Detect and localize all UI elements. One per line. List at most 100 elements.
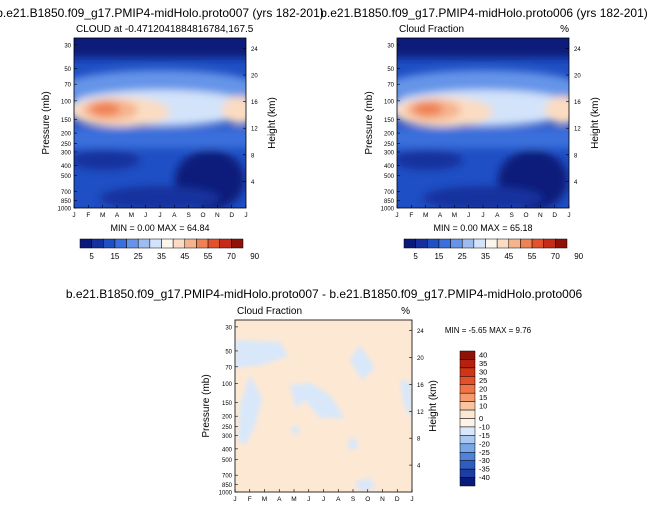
y-right-tick-label: 24 [251, 47, 258, 53]
y-tick-label: 500 [222, 458, 233, 464]
y-right-tick-label: 4 [417, 464, 421, 470]
panel-3-subtitle-right: % [401, 306, 410, 317]
y-tick-label: 850 [384, 199, 395, 205]
x-tick-label: N [538, 212, 543, 219]
panel-3-title: b.e21.B1850.f09_g17.PMIP4-midHolo.proto0… [66, 287, 583, 301]
y-right-tick-label: 24 [574, 47, 581, 53]
x-tick-label: F [248, 496, 252, 503]
colorbar-swatch [459, 367, 476, 377]
colorbar-label: 20 [479, 384, 487, 393]
y-tick-label: 850 [61, 199, 72, 205]
x-tick-label: A [495, 212, 500, 219]
y-tick-label: 850 [222, 483, 233, 489]
x-tick-label: M [291, 496, 296, 503]
colorbar-swatch [473, 238, 486, 249]
x-tick-label: M [262, 496, 267, 503]
colorbar-swatch [459, 460, 476, 470]
x-tick-label: J [233, 496, 236, 503]
colorbar-label: 25 [479, 376, 487, 385]
panel-2-title: b.e21.B1850.f09_g17.PMIP4-midHolo.proto0… [320, 6, 648, 20]
x-tick-label: S [509, 212, 514, 219]
colorbar-swatch [79, 238, 92, 249]
x-tick-label: J [158, 212, 161, 219]
colorbar-swatch [103, 238, 116, 249]
x-tick-label: D [229, 212, 234, 219]
x-tick-label: A [336, 496, 341, 503]
y-tick-label: 1000 [219, 491, 233, 497]
y-right-tick-label: 8 [251, 153, 255, 159]
x-tick-label: J [467, 212, 470, 219]
colorbar-swatch [207, 238, 220, 249]
x-tick-label: A [438, 212, 443, 219]
y-tick-label: 100 [61, 99, 72, 105]
y-tick-label: 500 [61, 174, 72, 180]
x-tick-label: A [277, 496, 282, 503]
x-tick-label: O [365, 496, 370, 503]
y-right-tick-label: 12 [574, 127, 581, 133]
panel-3-axes: J F M A M J J A S O N D J 30 50 70 100 150 200 250 300 400 500… [219, 325, 425, 503]
y-tick-label: 300 [384, 150, 395, 156]
panel-2-subtitle-left: Cloud Fraction [399, 24, 464, 35]
x-tick-label: N [215, 212, 220, 219]
colorbar-swatch [459, 418, 476, 428]
y-right-tick-label: 4 [574, 180, 578, 186]
colorbar-label: 70 [227, 252, 236, 261]
panel-1-subtitle-left: CLOUD at -0.4712041884816784,167.5 [76, 24, 254, 35]
colorbar-swatch [543, 238, 556, 249]
colorbar-swatch [219, 238, 232, 249]
colorbar-label: 15 [479, 393, 487, 402]
colorbar-swatch [438, 238, 451, 249]
colorbar-swatch [459, 376, 476, 385]
y-tick-label: 100 [384, 99, 395, 105]
y-tick-label: 50 [64, 67, 71, 73]
x-tick-label: F [86, 212, 90, 219]
colorbar-label: 5 [89, 252, 94, 261]
colorbar-swatch [459, 409, 476, 419]
colorbar-label: -20 [479, 439, 490, 448]
y-tick-label: 50 [225, 349, 232, 355]
x-tick-label: J [72, 212, 75, 219]
colorbar-label: 25 [134, 252, 143, 261]
panel-2-field [397, 38, 569, 208]
colorbar-label: 55 [528, 252, 537, 261]
colorbar-label: 35 [479, 359, 487, 368]
panel-1: b.e21.B1850.f09_g17.PMIP4-midHolo.proto0… [0, 6, 324, 261]
colorbar-swatch [137, 238, 151, 249]
colorbar-swatch [427, 238, 440, 249]
panel-1-title: b.e21.B1850.f09_g17.PMIP4-midHolo.proto0… [0, 6, 324, 20]
y-tick-label: 200 [222, 415, 233, 421]
colorbar-swatch [459, 392, 476, 402]
x-tick-label: O [200, 212, 205, 219]
y-tick-label: 50 [387, 67, 394, 73]
colorbar-swatch [459, 401, 476, 411]
y-right-tick-label: 8 [574, 153, 578, 159]
x-tick-label: A [172, 212, 177, 219]
y-tick-label: 150 [222, 401, 233, 407]
y-tick-label: 150 [384, 118, 395, 124]
panel-1-field [74, 38, 246, 208]
colorbar-swatch [459, 350, 476, 360]
panel-2-stats: MIN = 0.00 MAX = 65.18 [433, 223, 532, 233]
panel-2-colorbar: 5 15 25 35 45 55 70 90 [403, 238, 584, 261]
y-tick-label: 200 [61, 132, 72, 138]
y-tick-label: 250 [222, 425, 233, 431]
x-tick-label: M [129, 212, 134, 219]
y-tick-label: 1000 [58, 207, 72, 213]
panel-1-ylabel: Pressure (mb) [41, 91, 52, 154]
x-tick-label: S [351, 496, 356, 503]
colorbar-swatch [459, 384, 476, 394]
colorbar-label: -40 [479, 473, 490, 482]
colorbar-swatch [172, 238, 186, 249]
panel-2: b.e21.B1850.f09_g17.PMIP4-midHolo.proto0… [320, 6, 648, 261]
colorbar-label: -25 [479, 448, 490, 457]
colorbar-swatch [459, 468, 476, 478]
y-tick-label: 150 [61, 118, 72, 124]
y-right-tick-label: 8 [417, 437, 421, 443]
x-tick-label: J [567, 212, 570, 219]
x-tick-label: M [452, 212, 457, 219]
y-tick-label: 700 [61, 190, 72, 196]
y-tick-label: 70 [225, 365, 232, 371]
x-tick-label: A [115, 212, 120, 219]
y-tick-label: 30 [387, 43, 394, 49]
colorbar-swatch [459, 452, 476, 461]
